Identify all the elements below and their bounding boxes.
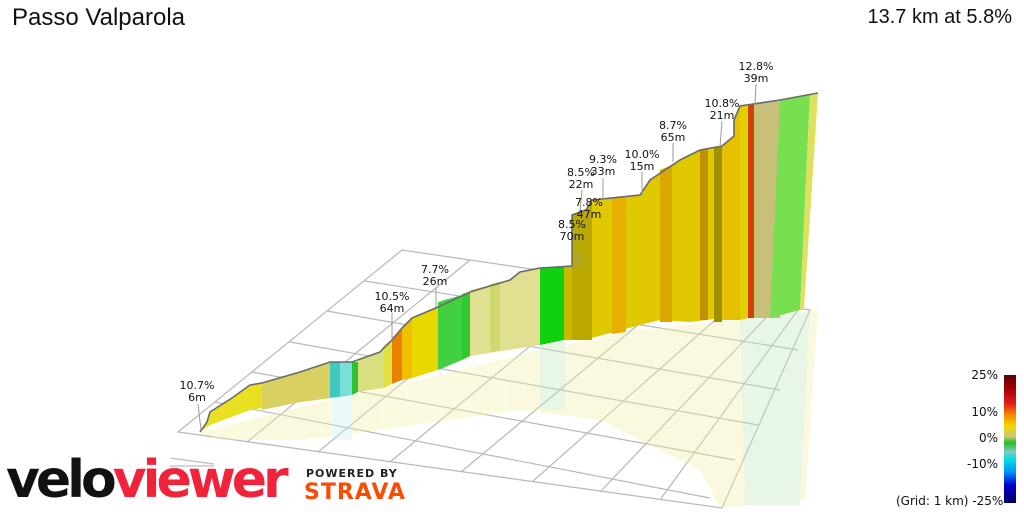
veloviewer-logo[interactable]: veloviewer — [6, 450, 289, 510]
logo-velo-text: velo — [6, 450, 117, 510]
annotation-length: 33m — [591, 165, 616, 178]
annotation-length: 6m — [188, 391, 206, 404]
legend-tick-max: 25% — [971, 368, 998, 382]
annotation-grade: 8.5% — [558, 218, 586, 231]
legend-tick-0: 0% — [978, 431, 998, 445]
annotation-grade: 10.0% — [625, 148, 660, 161]
profile-reflection — [200, 310, 818, 508]
annotation-length: 26m — [423, 275, 448, 288]
annotation-length: 15m — [630, 160, 655, 173]
logo-speed-lines — [169, 457, 215, 467]
annotation-grade: 7.7% — [421, 263, 449, 276]
strava-logo[interactable]: STRAVA — [304, 480, 406, 505]
logo-viewer-text: viewer — [112, 450, 289, 510]
profile-outline — [199, 92, 819, 433]
grade-color-scale — [1004, 375, 1016, 503]
legend-tick-min: -25% — [972, 494, 1004, 508]
grid-note-text: (Grid: 1 km) — [896, 494, 969, 508]
annotation-length: 22m — [569, 178, 594, 191]
annotation-length: 21m — [710, 109, 735, 122]
annotation-grade: 9.3% — [589, 153, 617, 166]
annotation-grade: 10.7% — [180, 379, 215, 392]
annotation-grade: 10.5% — [375, 290, 410, 303]
annotation-grade: 8.5% — [567, 166, 595, 179]
annotation-length: 64m — [380, 302, 405, 315]
annotation-grade: 12.8% — [739, 60, 774, 73]
page-title: Passo Valparola — [12, 4, 185, 31]
grid-scale-note: (Grid: 1 km) -25% — [896, 494, 1003, 508]
annotation-length: 65m — [661, 131, 686, 144]
legend-tick-10: 10% — [971, 405, 998, 419]
profile-wall-high — [572, 93, 818, 340]
annotation-grade: 10.8% — [705, 97, 740, 110]
powered-by-text: POWERED BY — [306, 467, 398, 480]
legend-tick-neg10: -10% — [966, 457, 998, 471]
annotation-length: 39m — [744, 72, 769, 85]
annotation-grade: 8.7% — [659, 119, 687, 132]
annotation-grade: 7.8% — [575, 196, 603, 209]
climb-summary: 13.7 km at 5.8% — [867, 6, 1012, 28]
annotation-length: 47m — [577, 208, 602, 221]
steep-segment-annotations — [197, 83, 757, 431]
annotation-length: 70m — [560, 230, 585, 243]
profile-wall-low — [200, 266, 572, 432]
annotation-labels: 10.7% 6m 10.5% 64m 7.7% 26m 8.5% 70m 7.8… — [180, 60, 774, 404]
